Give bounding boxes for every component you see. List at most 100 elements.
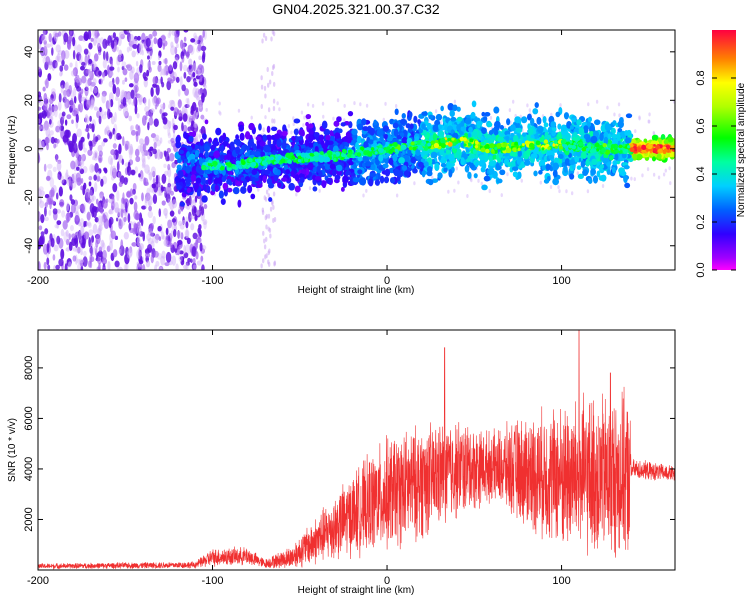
- noise-dot: [166, 80, 172, 91]
- band-dot: [392, 153, 398, 162]
- band-dot: [218, 145, 225, 152]
- faint-dot: [652, 130, 655, 135]
- noise-dot: [181, 84, 186, 92]
- noise-dot: [177, 209, 181, 215]
- noise-dot: [38, 139, 42, 150]
- noise-dot: [155, 139, 161, 147]
- noise-dot: [47, 196, 54, 205]
- noise-dot: [113, 154, 117, 161]
- noise-dot: [170, 230, 174, 239]
- faint-dot: [434, 109, 438, 114]
- noise-dot: [73, 87, 77, 98]
- noise-dot: [59, 125, 65, 132]
- noise-dot: [101, 90, 107, 97]
- band-dot: [247, 184, 253, 194]
- band-dot: [239, 132, 245, 141]
- band-dot: [340, 122, 347, 127]
- noise-dot: [42, 86, 46, 92]
- noise-dot: [83, 182, 87, 190]
- streak-dot: [262, 127, 265, 133]
- noise-dot: [97, 154, 103, 164]
- noise-dot: [164, 187, 167, 194]
- noise-dot: [60, 80, 66, 89]
- streak-dot: [261, 209, 265, 215]
- band-dot: [643, 138, 648, 144]
- noise-dot: [193, 35, 199, 46]
- noise-dot: [98, 246, 103, 253]
- streak-dot: [271, 71, 274, 77]
- band-dot: [430, 151, 438, 159]
- noise-dot: [148, 205, 153, 212]
- band-dot: [624, 130, 630, 136]
- noise-dot: [65, 238, 70, 246]
- band-dot: [526, 148, 531, 157]
- noise-dot: [64, 172, 69, 182]
- noise-dot: [118, 218, 122, 227]
- band-dot: [334, 174, 341, 180]
- noise-dot: [163, 66, 166, 76]
- noise-dot: [108, 209, 113, 215]
- noise-dot: [117, 66, 120, 73]
- noise-dot: [165, 193, 171, 203]
- noise-dot: [102, 38, 108, 50]
- noise-dot: [108, 209, 114, 215]
- band-dot: [505, 135, 510, 142]
- noise-dot: [174, 33, 179, 44]
- band-dot: [599, 164, 605, 169]
- band-dot: [593, 119, 601, 126]
- band-dot: [432, 124, 439, 132]
- faint-dot: [587, 102, 590, 107]
- faint-dot: [384, 101, 387, 106]
- noise-dot: [99, 194, 103, 201]
- noise-dot: [70, 199, 76, 205]
- band-dot: [379, 135, 384, 142]
- noise-dot: [147, 244, 153, 253]
- noise-dot: [84, 128, 90, 133]
- noise-dot: [102, 50, 106, 61]
- noise-dot: [92, 208, 97, 218]
- faint-dot: [477, 178, 480, 183]
- noise-dot: [139, 170, 144, 180]
- noise-dot: [150, 254, 154, 264]
- noise-dot: [150, 87, 154, 97]
- noise-dot: [136, 35, 141, 41]
- band-dot: [506, 118, 511, 126]
- band-dot: [439, 150, 445, 156]
- band-dot: [218, 190, 224, 199]
- band-dot: [551, 130, 557, 137]
- streak-dot: [264, 254, 267, 260]
- noise-dot: [42, 30, 46, 38]
- noise-dot: [56, 138, 60, 144]
- noise-dot: [132, 43, 138, 50]
- noise-dot: [199, 242, 203, 252]
- band-dot: [339, 144, 344, 151]
- noise-dot: [41, 123, 48, 132]
- noise-dot: [172, 133, 176, 141]
- noise-dot: [107, 64, 110, 76]
- noise-dot: [163, 207, 168, 217]
- noise-dot: [100, 178, 104, 187]
- band-dot: [449, 109, 455, 118]
- faint-dot: [287, 123, 291, 128]
- noise-dot: [126, 191, 131, 198]
- noise-dot: [85, 79, 89, 91]
- streak-dot: [260, 104, 263, 110]
- band-dot: [651, 134, 658, 142]
- noise-dot: [78, 161, 82, 167]
- band-dot: [552, 162, 560, 171]
- streak-dot: [272, 204, 275, 210]
- band-dot: [470, 111, 476, 119]
- band-dot: [262, 134, 267, 142]
- noise-dot: [126, 64, 133, 72]
- band-dot: [244, 152, 249, 158]
- noise-dot: [93, 57, 96, 67]
- noise-dot: [109, 240, 113, 251]
- band-dot: [256, 183, 263, 189]
- band-dot: [346, 137, 352, 144]
- noise-dot: [64, 82, 68, 90]
- noise-dot: [96, 175, 101, 182]
- noise-dot: [165, 151, 170, 162]
- faint-dot: [311, 103, 315, 108]
- noise-dot: [123, 231, 129, 240]
- noise-dot: [38, 188, 42, 198]
